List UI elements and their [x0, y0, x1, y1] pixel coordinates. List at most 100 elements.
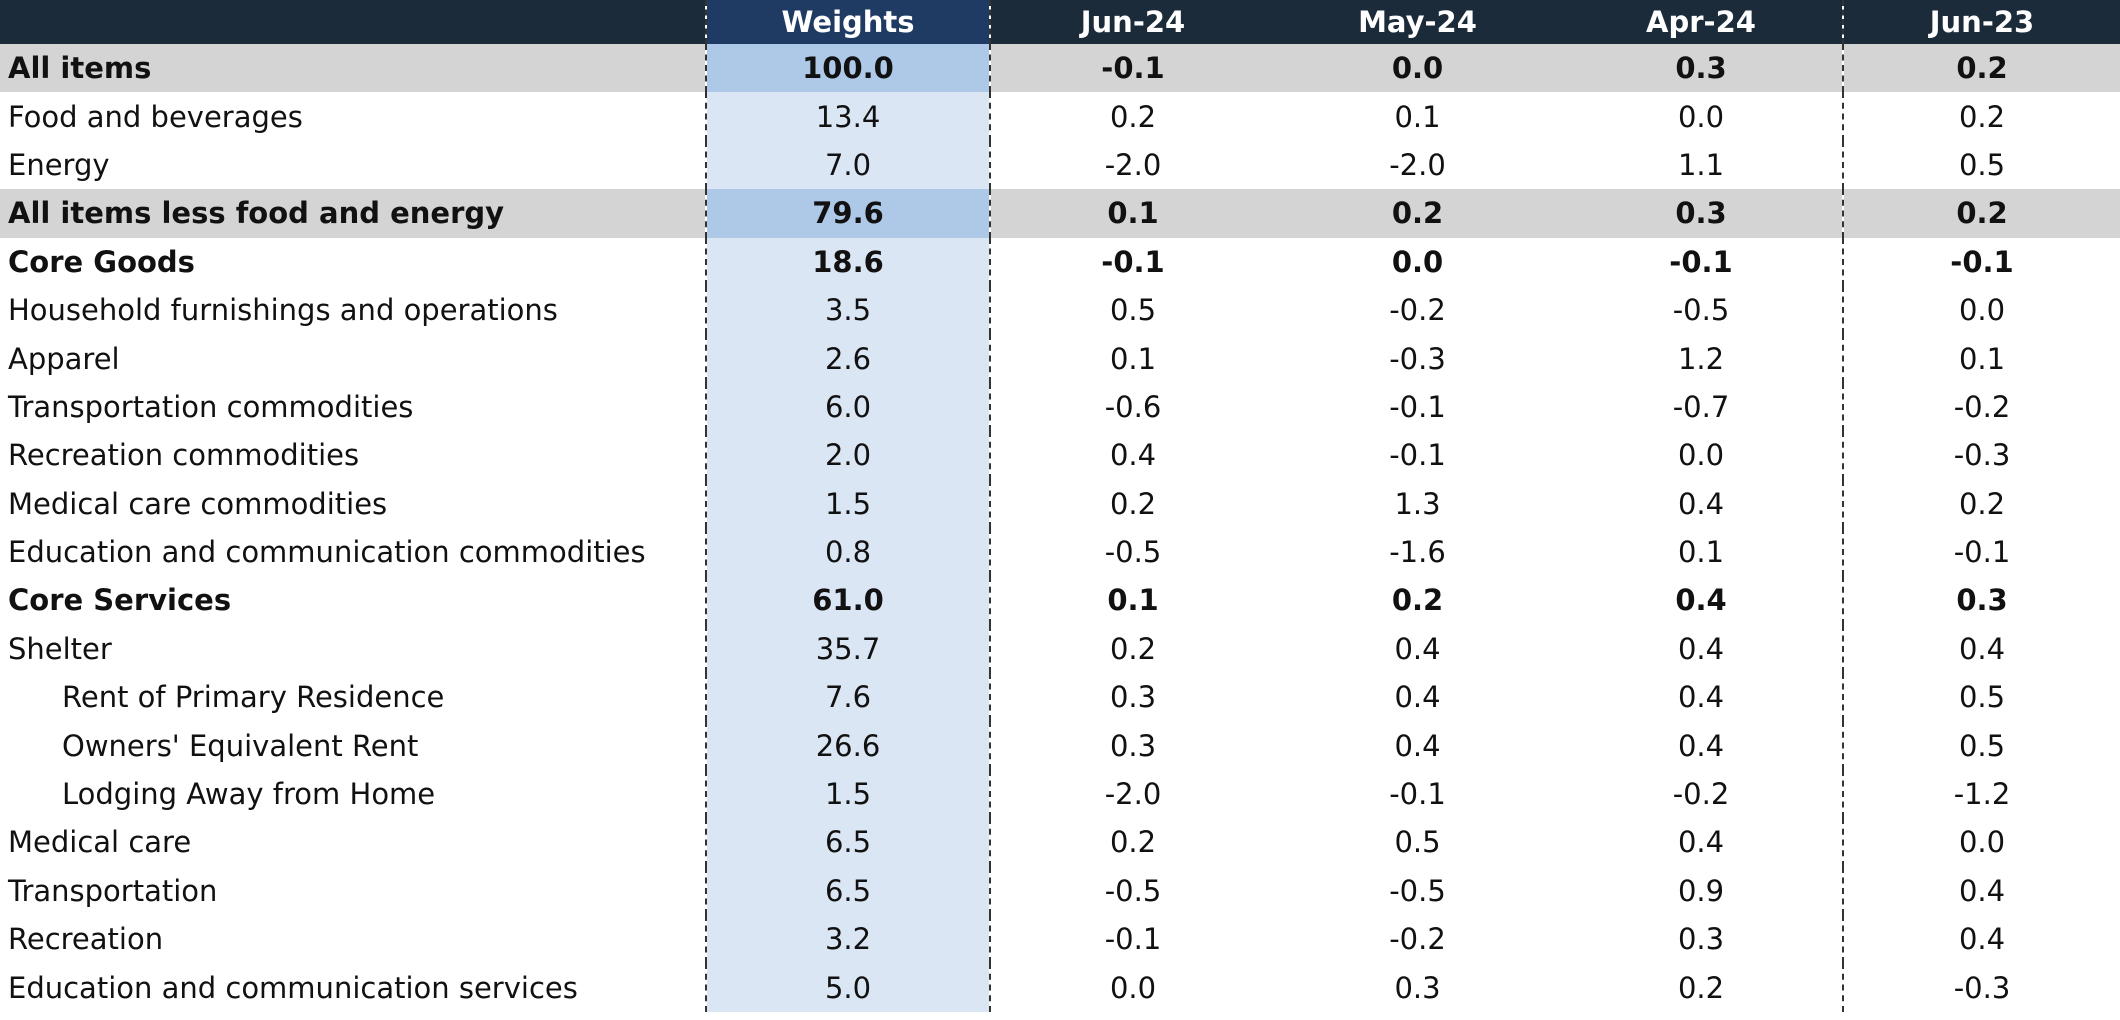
row-value-may-24: -0.5 [1389, 873, 1446, 908]
row-value-apr-24: 0.1 [1677, 535, 1725, 570]
row-weight: 79.6 [705, 189, 991, 238]
row-value-jun-23: 0.0 [1842, 818, 2120, 867]
row-label: Transportation commodities [8, 389, 414, 424]
row-value-jun-24: 0.1 [1109, 341, 1157, 376]
row-value-jun-23: -0.2 [1842, 382, 2120, 432]
row-weight: 6.5 [705, 818, 991, 867]
row-value-may-24: 0.3 [1394, 970, 1441, 1005]
row-label: Apparel [8, 341, 120, 376]
row-value-may-24: 0.4 [1394, 728, 1441, 763]
table-row: Owners' Equivalent Rent 26.6 0.3 0.4 0.4 0.5 [0, 721, 2120, 770]
row-value-apr-24: 1.2 [1677, 341, 1725, 376]
row-value-jun-24: -0.6 [1104, 389, 1162, 424]
row-label: All items less food and energy [0, 189, 706, 238]
row-value-jun-23: 0.2 [1842, 189, 2120, 238]
row-weight: 3.5 [705, 285, 991, 335]
table-row: Transportation 6.5 -0.5 -0.5 0.9 0.4 [0, 866, 2120, 916]
row-label: Recreation [8, 922, 164, 957]
row-weight: 0.8 [705, 527, 991, 577]
header-row: Weights Jun-24 May-24 Apr-24 Jun-23 [0, 0, 2120, 44]
row-value-jun-24: 0.4 [1109, 438, 1157, 473]
header-may-24: May-24 [1275, 0, 1560, 44]
row-weight: 7.6 [705, 673, 991, 722]
row-value-jun-23: -0.1 [1842, 237, 2120, 286]
row-value-apr-24: 0.4 [1677, 631, 1725, 666]
row-weight: 2.6 [705, 334, 991, 383]
row-value-jun-24: 0.2 [1109, 825, 1157, 860]
row-value-jun-23: -0.3 [1842, 963, 2120, 1012]
row-value-jun-23: 0.5 [1842, 140, 2120, 190]
table-row: Medical care commodities 1.5 0.2 1.3 0.4 0.2 [0, 479, 2120, 528]
table-row: Transportation commodities 6.0 -0.6 -0.1 -0.… [0, 382, 2120, 432]
row-value-jun-23: -0.3 [1842, 431, 2120, 480]
row-value-jun-23: -0.1 [1842, 527, 2120, 577]
row-label: Owners' Equivalent Rent [62, 728, 419, 763]
table-row: Food and beverages 13.4 0.2 0.1 0.0 0.2 [0, 92, 2120, 141]
row-value-apr-24: 1.1 [1677, 147, 1725, 182]
row-weight: 1.5 [705, 769, 991, 819]
row-value-apr-24: 0.2 [1677, 970, 1725, 1005]
row-value-may-24: 0.2 [1391, 583, 1444, 618]
row-value-jun-23: 0.5 [1842, 673, 2120, 722]
table-body: All items 100.0 -0.1 0.0 0.3 0.2 Food and beve… [0, 44, 2120, 1012]
row-label: Core Goods [8, 244, 195, 279]
row-value-jun-24: -0.1 [1104, 922, 1162, 957]
header-weights: Weights [705, 0, 991, 44]
row-value-apr-24: 0.9 [1677, 873, 1725, 908]
row-label: Lodging Away from Home [62, 777, 436, 812]
row-label: Education and communication services [8, 970, 578, 1005]
table-row: Household furnishings and operations 3.5 0… [0, 285, 2120, 335]
row-value-jun-23: 0.1 [1842, 334, 2120, 383]
row-weight: 26.6 [705, 721, 991, 770]
row-value-may-24: 0.0 [1275, 44, 1560, 93]
row-value-jun-23: 0.2 [1842, 92, 2120, 141]
row-label: Food and beverages [8, 99, 303, 134]
row-weight: 35.7 [705, 624, 991, 674]
row-value-jun-23: -1.2 [1842, 769, 2120, 819]
row-value-jun-24: 0.5 [1109, 293, 1157, 328]
row-weight: 18.6 [705, 237, 991, 286]
row-value-may-24: -0.3 [1389, 341, 1446, 376]
row-value-jun-23: 0.2 [1842, 44, 2120, 93]
row-value-apr-24: 0.0 [1677, 438, 1725, 473]
row-value-may-24: -0.2 [1389, 293, 1446, 328]
row-value-may-24: 0.0 [1391, 244, 1444, 279]
table-row: Recreation commodities 2.0 0.4 -0.1 0.0 -0.3 [0, 431, 2120, 480]
row-value-apr-24: -0.7 [1672, 389, 1730, 424]
table-row: Education and communication commodities 0… [0, 527, 2120, 577]
row-value-jun-23: 0.4 [1842, 915, 2120, 964]
row-label: Energy [8, 147, 110, 182]
table-row: Core Goods 18.6 -0.1 0.0 -0.1 -0.1 [0, 237, 2120, 286]
table-row: Rent of Primary Residence 7.6 0.3 0.4 0.4 0.5 [0, 673, 2120, 722]
row-value-may-24: 0.2 [1275, 189, 1560, 238]
row-weight: 3.2 [705, 915, 991, 964]
row-value-jun-24: 0.3 [1109, 680, 1157, 715]
row-value-may-24: 0.1 [1394, 99, 1441, 134]
row-value-apr-24: -0.1 [1669, 244, 1733, 279]
row-label: Core Services [8, 583, 232, 618]
row-weight: 13.4 [705, 92, 991, 141]
row-label: Rent of Primary Residence [62, 680, 445, 715]
row-value-apr-24: -0.2 [1672, 777, 1730, 812]
table-row: Education and communication services 5.0 0… [0, 963, 2120, 1012]
row-label: Medical care commodities [8, 486, 388, 521]
row-value-apr-24: 0.3 [1560, 44, 1843, 93]
row-value-jun-24: -0.1 [1101, 244, 1165, 279]
row-value-apr-24: 0.4 [1675, 583, 1727, 618]
row-label: Recreation commodities [8, 438, 360, 473]
table-row: Energy 7.0 -2.0 -2.0 1.1 0.5 [0, 140, 2120, 190]
row-value-apr-24: 0.4 [1677, 486, 1725, 521]
table-row: Lodging Away from Home 1.5 -2.0 -0.1 -0.2 -1.… [0, 769, 2120, 819]
row-weight: 6.0 [705, 382, 991, 432]
row-value-jun-23: 0.4 [1842, 624, 2120, 674]
row-value-apr-24: -0.5 [1672, 293, 1730, 328]
row-value-jun-24: 0.2 [1109, 486, 1157, 521]
row-value-jun-24: 0.3 [1109, 728, 1157, 763]
table-row: Recreation 3.2 -0.1 -0.2 0.3 0.4 [0, 915, 2120, 964]
row-value-jun-23: 0.3 [1842, 576, 2120, 625]
row-label: Household furnishings and operations [8, 293, 558, 328]
row-value-jun-24: 0.1 [990, 189, 1275, 238]
row-value-jun-24: -0.1 [990, 44, 1275, 93]
row-value-jun-23: 0.4 [1842, 866, 2120, 916]
